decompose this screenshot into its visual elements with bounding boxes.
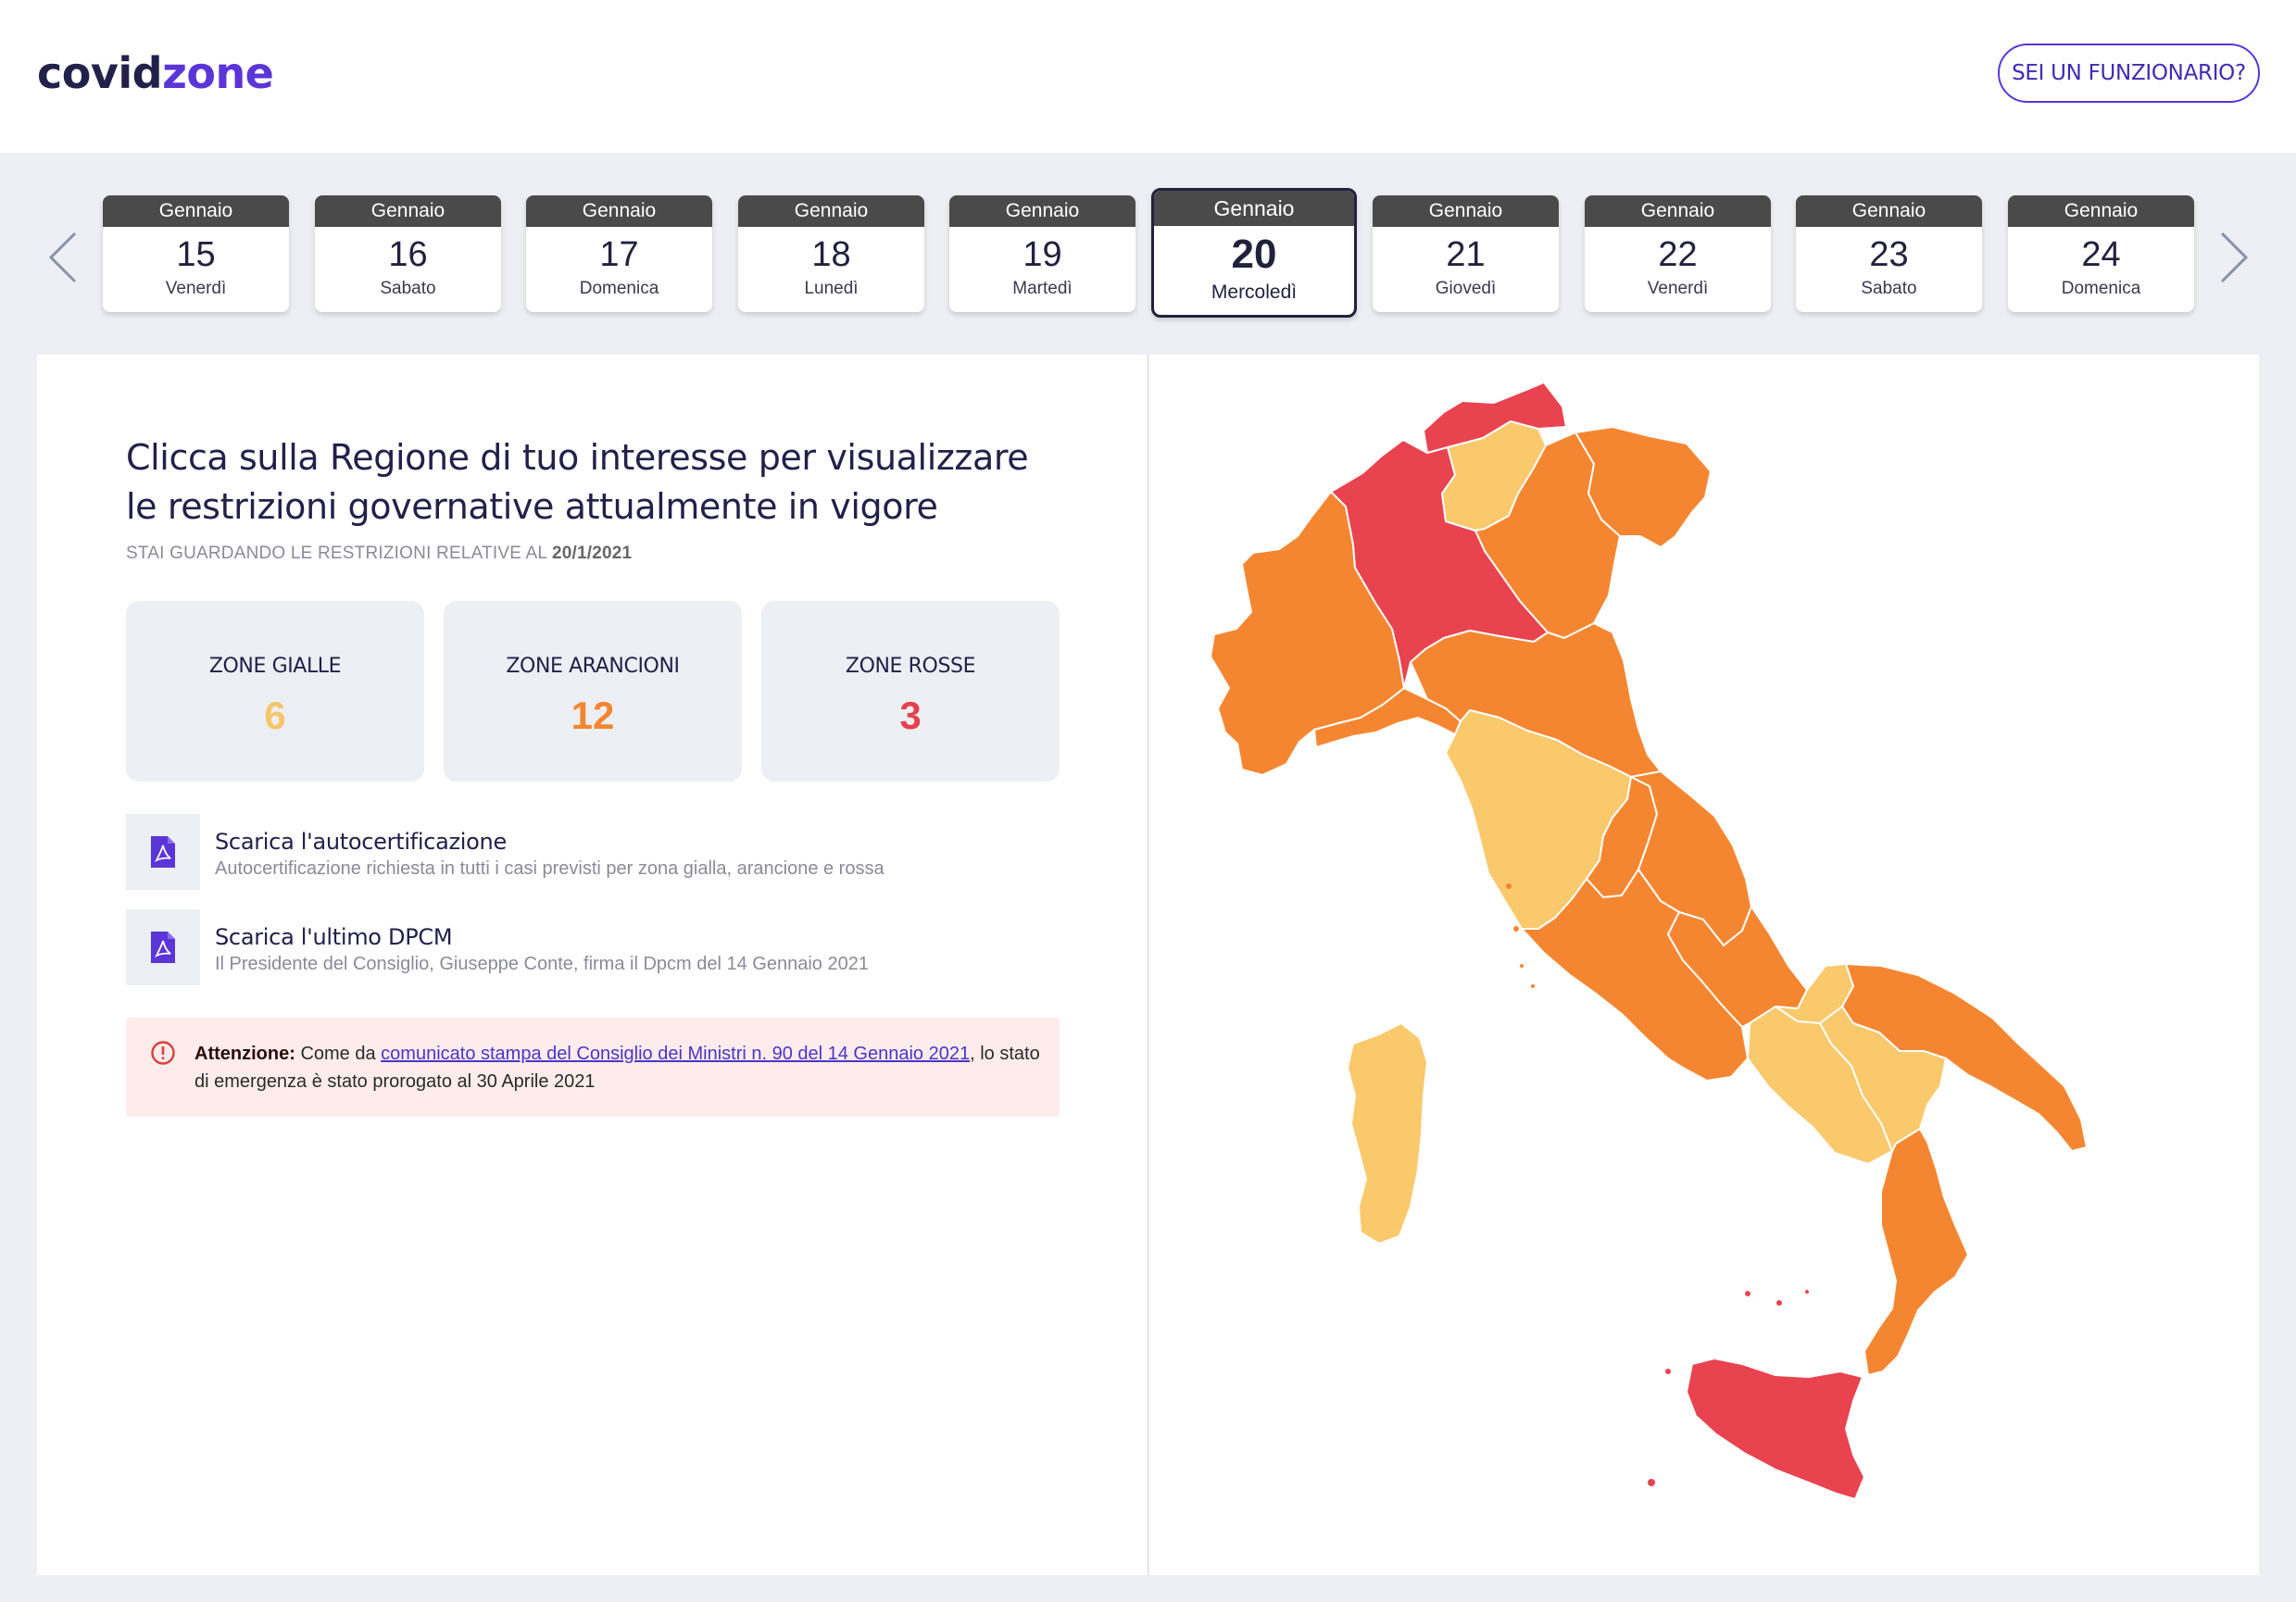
press-release-link[interactable]: comunicato stampa del Consiglio dei Mini… xyxy=(381,1044,971,1064)
stat-value: 6 xyxy=(264,694,286,737)
date-month: Gennaio xyxy=(526,195,712,227)
region-calabria[interactable] xyxy=(1863,1128,1969,1376)
region-alto-adige-north[interactable] xyxy=(1423,382,1567,454)
doc-title: Scarica l'ultimo DPCM xyxy=(215,924,453,950)
map-panel xyxy=(1149,355,2259,1575)
alert-text: Attenzione: Come da comunicato stampa de… xyxy=(194,1040,1047,1095)
date-day: 22 xyxy=(1658,235,1698,274)
chevron-left-icon xyxy=(48,232,77,283)
region-sicilia[interactable] xyxy=(1686,1358,1865,1500)
prev-dates-button[interactable] xyxy=(44,225,82,290)
italy-map xyxy=(1210,382,2088,1500)
stat-label: ZONE ARANCIONI xyxy=(506,655,680,678)
stat-value: 3 xyxy=(899,694,922,737)
date-day: 16 xyxy=(388,235,428,274)
date-card[interactable]: Gennaio 22 Venerdì xyxy=(1585,195,1771,312)
date-card[interactable]: Gennaio 17 Domenica xyxy=(526,195,712,312)
doc-description: Il Presidente del Consiglio, Giuseppe Co… xyxy=(215,954,869,974)
date-month: Gennaio xyxy=(949,195,1135,227)
date-month: Gennaio xyxy=(2008,195,2194,227)
date-month: Gennaio xyxy=(1373,195,1559,227)
stat-card-red: ZONE ROSSE 3 xyxy=(761,601,1060,782)
chevron-right-icon xyxy=(2220,232,2249,283)
date-weekday: Mercoledì xyxy=(1211,282,1298,303)
official-login-button[interactable]: SEI UN FUNZIONARIO? xyxy=(1998,44,2260,103)
date-day: 15 xyxy=(176,235,216,274)
region-sardegna[interactable] xyxy=(1347,1022,1428,1245)
date-card[interactable]: Gennaio 18 Lunedì xyxy=(738,195,924,312)
logo-text-zone: zone xyxy=(162,48,274,98)
alert-label: Attenzione: xyxy=(194,1044,295,1064)
date-card[interactable]: Gennaio 19 Martedì xyxy=(949,195,1135,312)
date-weekday: Giovedì xyxy=(1435,279,1497,298)
page-title: Clicca sulla Regione di tuo interesse pe… xyxy=(126,437,1029,527)
stat-card-yellow: ZONE GIALLE 6 xyxy=(126,601,424,782)
date-month: Gennaio xyxy=(315,195,501,227)
date-card[interactable]: Gennaio 21 Giovedì xyxy=(1373,195,1559,312)
stat-value: 12 xyxy=(571,694,615,737)
alert-text-after: , lo stato di emergenza è stato prorogat… xyxy=(194,1044,1040,1092)
doc-description: Autocertificazione richiesta in tutti i … xyxy=(215,858,885,879)
region-basilicata[interactable] xyxy=(1819,1006,1947,1152)
doc-title: Scarica l'autocertificazione xyxy=(215,829,507,855)
date-day: 18 xyxy=(811,235,851,274)
date-weekday: Domenica xyxy=(2061,279,2141,298)
date-weekday: Sabato xyxy=(1861,279,1917,298)
date-month: Gennaio xyxy=(1796,195,1982,227)
stat-label: ZONE ROSSE xyxy=(845,655,976,678)
date-month: Gennaio xyxy=(103,195,289,227)
alert-circle-icon xyxy=(151,1041,175,1065)
download-dpcm[interactable]: Scarica l'ultimo DPCM Il Presidente del … xyxy=(126,909,1052,985)
date-card[interactable]: Gennaio 24 Domenica xyxy=(2008,195,2194,312)
date-card[interactable]: Gennaio 23 Sabato xyxy=(1796,195,1982,312)
date-weekday: Domenica xyxy=(579,279,659,298)
caption-prefix: STAI GUARDANDO LE RESTRIZIONI RELATIVE A… xyxy=(126,544,547,563)
date-weekday: Martedì xyxy=(1012,279,1073,298)
pdf-icon xyxy=(126,814,200,890)
logo-text-covid: covid xyxy=(37,48,163,98)
pdf-icon xyxy=(126,909,200,985)
date-day: 20 xyxy=(1231,232,1277,277)
date-day: 19 xyxy=(1023,235,1062,274)
logo[interactable]: covidzone xyxy=(37,48,274,98)
date-day: 24 xyxy=(2081,235,2121,274)
date-month: Gennaio xyxy=(738,195,924,227)
date-weekday: Lunedì xyxy=(804,279,859,298)
date-card[interactable]: Gennaio 15 Venerdì xyxy=(103,195,289,312)
next-dates-button[interactable] xyxy=(2215,225,2252,290)
date-day: 17 xyxy=(599,235,639,274)
date-weekday: Venerdì xyxy=(1647,279,1709,298)
current-date-caption: STAI GUARDANDO LE RESTRIZIONI RELATIVE A… xyxy=(126,544,632,564)
info-panel: Clicca sulla Regione di tuo interesse pe… xyxy=(37,355,1148,1575)
date-card[interactable]: Gennaio 16 Sabato xyxy=(315,195,501,312)
date-month: Gennaio xyxy=(1154,191,1354,226)
small-islands-orange xyxy=(1506,883,1535,988)
emergency-alert: Attenzione: Come da comunicato stampa de… xyxy=(126,1018,1060,1117)
date-month: Gennaio xyxy=(1585,195,1771,227)
date-card-selected[interactable]: Gennaio 20 Mercoledì xyxy=(1151,188,1357,318)
region-friuli[interactable] xyxy=(1575,426,1712,548)
header: covidzone SEI UN FUNZIONARIO? xyxy=(0,0,2296,153)
alert-text-before: Come da xyxy=(300,1044,376,1064)
stat-label: ZONE GIALLE xyxy=(208,655,342,678)
date-day: 23 xyxy=(1869,235,1909,274)
date-day: 21 xyxy=(1446,235,1486,274)
small-islands-red xyxy=(1648,1290,1809,1486)
stat-card-orange: ZONE ARANCIONI 12 xyxy=(444,601,742,782)
date-weekday: Sabato xyxy=(380,279,436,298)
download-autocertification[interactable]: Scarica l'autocertificazione Autocertifi… xyxy=(126,814,1052,890)
date-weekday: Venerdì xyxy=(165,279,227,298)
caption-date: 20/1/2021 xyxy=(551,544,633,563)
date-selector: Gennaio 15 Venerdì Gennaio 16 Sabato Gennaio… xyxy=(0,153,2296,352)
